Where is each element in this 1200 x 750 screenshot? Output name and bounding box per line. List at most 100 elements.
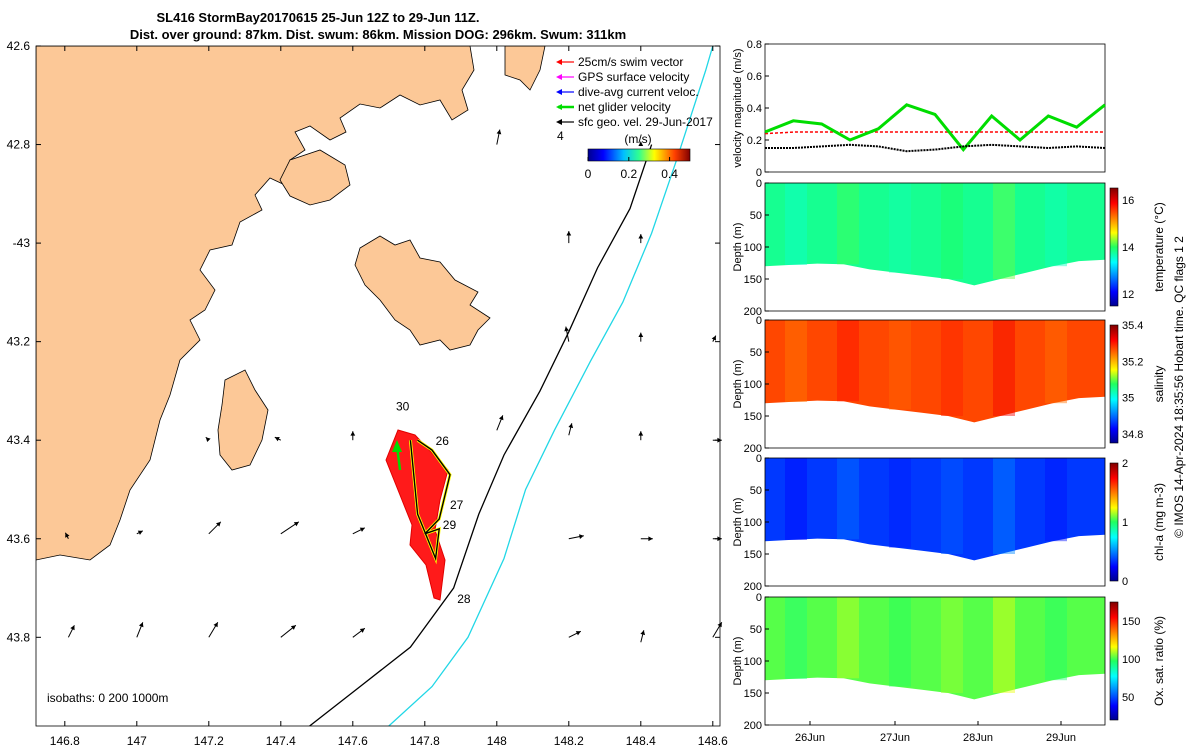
panel-colorbar xyxy=(1109,462,1119,582)
map-x-tick-label: 147.6 xyxy=(338,734,368,748)
current-vector-head xyxy=(579,534,584,539)
speed-colorbar-title: (m/s) xyxy=(624,132,651,146)
current-vector-head xyxy=(293,521,299,527)
velocity-y-ticks: 0 0.2 0.4 0.6 0.8 xyxy=(747,39,769,179)
panel-colorbar-tick-label: 2 xyxy=(1122,458,1128,470)
current-vector-head xyxy=(65,532,70,538)
depth-y-tick-label: 50 xyxy=(750,485,762,497)
time-x-tick-label: 29Jun xyxy=(1046,732,1076,744)
depth-section-streak xyxy=(889,183,911,273)
depth-section-fill xyxy=(765,597,1105,700)
depth-ylabel: Depth (m) xyxy=(732,498,744,547)
depth-ylabel: Depth (m) xyxy=(732,360,744,409)
panel-colorbar-tick-label: 35 xyxy=(1122,393,1134,405)
glider-track xyxy=(385,429,452,601)
map-y-tick-label: 42.6 xyxy=(7,39,31,53)
velocity-y-tick-label: 0 xyxy=(756,167,762,179)
depth-section-streak xyxy=(941,597,963,693)
speed-colorbar: (m/s) 0 0.2 0.4 xyxy=(585,132,691,181)
depth-y-tick-label: 200 xyxy=(744,443,762,455)
legend-label: dive-avg current veloc. xyxy=(578,85,699,99)
depth-y-tick-label: 100 xyxy=(744,656,762,668)
panel-colorbar-label: temperature (°C) xyxy=(1152,202,1166,292)
panel-colorbar-label: salinity xyxy=(1152,366,1166,403)
depth-y-tick-label: 150 xyxy=(744,274,762,286)
panel-colorbar-tick-label: 35.4 xyxy=(1122,320,1143,332)
depth-y-tick-label: 200 xyxy=(744,720,762,732)
isobaths-label: isobaths: 0 200 1000m xyxy=(47,691,168,705)
depth-y-tick-label: 200 xyxy=(744,581,762,593)
depth-panel: 0 50 100 150 200 Depth (m) 34.8 35 35.2 35.4 salin… xyxy=(732,315,1166,455)
day-label: 29 xyxy=(443,518,457,532)
depth-y-tick-label: 150 xyxy=(744,411,762,423)
current-vector-head xyxy=(213,622,218,628)
map-x-tick-label: 147 xyxy=(127,734,147,748)
depth-y-tick-label: 50 xyxy=(750,347,762,359)
current-vector-head xyxy=(138,622,144,628)
map-y-tick-label: 43.2 xyxy=(7,335,31,349)
depth-panel: 0 50 100 150 200 Depth (m) 0 1 2 chl-a (mg m-3) xyxy=(732,453,1166,593)
current-vector-head xyxy=(205,437,211,443)
current-vector-head xyxy=(638,431,644,436)
current-vector-head xyxy=(568,423,574,429)
depth-section-streak xyxy=(993,183,1015,279)
depth-section-streak xyxy=(1045,183,1067,267)
depth-section-streak xyxy=(785,597,807,679)
panel-colorbar-tick-label: 150 xyxy=(1122,616,1140,628)
depth-section-streak xyxy=(837,183,859,265)
title-line-1: SL416 StormBay20170615 25-Jun 12Z to 29-… xyxy=(157,10,480,25)
panel-colorbar-tick-label: 0 xyxy=(1122,576,1128,588)
depth-y-tick-label: 50 xyxy=(750,624,762,636)
current-vector-head xyxy=(566,231,572,236)
isobath-200m xyxy=(309,144,653,726)
panel-colorbar-tick-label: 16 xyxy=(1122,195,1134,207)
panel-colorbar-tick-label: 100 xyxy=(1122,654,1140,666)
map-y-tick-label: 43.6 xyxy=(7,532,31,546)
current-vector-head xyxy=(575,631,581,636)
map-x-tick-label: 146.8 xyxy=(50,734,80,748)
depth-section-streak xyxy=(1045,320,1067,404)
current-vector-head xyxy=(137,530,143,535)
depth-y-tick-label: 100 xyxy=(744,379,762,391)
current-vector-head xyxy=(638,234,644,239)
depth-section-streak xyxy=(1045,597,1067,681)
current-vector-head xyxy=(216,521,221,527)
depth-section-streak xyxy=(785,183,807,265)
map-y-ticks: 42.6 42.8 -43 43.2 43.4 43.6 43.8 xyxy=(7,39,720,644)
depth-panel: 0 50 100 150 200 Depth (m) 50 100 150 Ox. sat. ra… xyxy=(732,592,1166,732)
depth-section-streak xyxy=(993,458,1015,554)
current-vector-head xyxy=(350,431,356,436)
current-vector-head xyxy=(640,630,646,636)
time-x-tick-label: 28Jun xyxy=(963,732,993,744)
depth-y-tick-label: 100 xyxy=(744,242,762,254)
depth-y-tick-label: 50 xyxy=(750,210,762,222)
current-vector-head xyxy=(359,527,365,532)
current-vector-head xyxy=(496,129,502,135)
panel-colorbar xyxy=(1109,601,1119,721)
map-y-tick-label: 43.4 xyxy=(7,433,31,447)
depth-panel: 0 50 100 150 200 Depth (m) 12 14 16 temperature (… xyxy=(732,178,1166,318)
depth-y-tick-label: 200 xyxy=(744,306,762,318)
speed-colorbar-bar xyxy=(587,148,691,162)
land-island-east xyxy=(354,235,491,351)
time-x-tick-label: 27Jun xyxy=(880,732,910,744)
corner-label: 4 xyxy=(557,129,564,143)
velocity-y-tick-label: 0.4 xyxy=(747,103,762,115)
depth-section-streak xyxy=(785,458,807,540)
legend-swatch-head xyxy=(556,74,562,80)
panel-colorbar-tick-label: 12 xyxy=(1122,289,1134,301)
map-y-tick-label: 43.8 xyxy=(7,630,31,644)
colorbar-tick-label: 0.4 xyxy=(661,167,678,181)
colorbar-tick-label: 0.2 xyxy=(620,167,637,181)
land-mainland xyxy=(36,46,475,561)
depth-section-streak xyxy=(889,597,911,687)
velocity-y-tick-label: 0.8 xyxy=(747,39,762,51)
legend-label: 25cm/s swim vector xyxy=(578,55,683,69)
title-line-2: Dist. over ground: 87km. Dist. swum: 86k… xyxy=(130,27,626,42)
velocity-y-tick-label: 0.6 xyxy=(747,71,762,83)
velocity-series xyxy=(764,103,1106,153)
depth-y-tick-label: 150 xyxy=(744,688,762,700)
time-x-tick-label: 26Jun xyxy=(795,732,825,744)
map-y-tick-label: 42.8 xyxy=(7,138,31,152)
